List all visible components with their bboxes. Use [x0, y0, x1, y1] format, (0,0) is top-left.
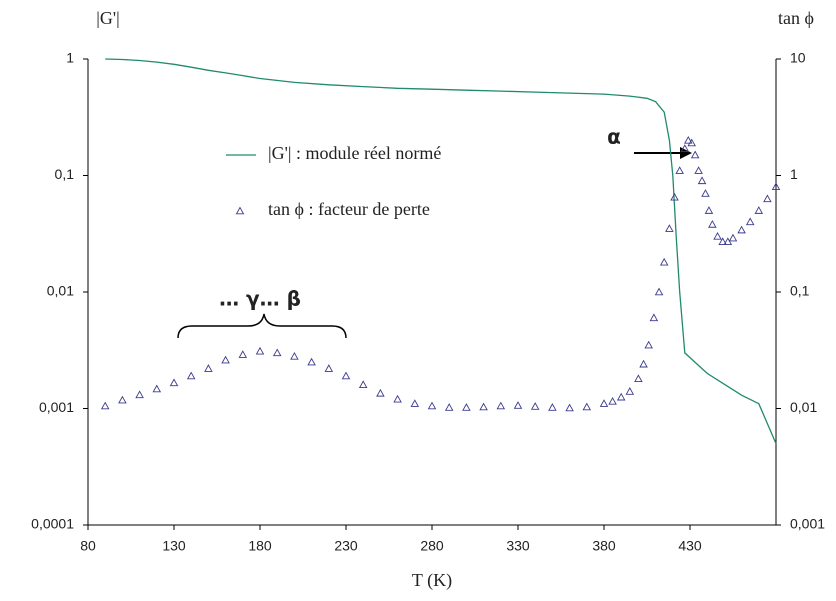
point: [690, 150, 700, 159]
x-tick-label: 180: [248, 538, 272, 554]
point: [625, 387, 635, 395]
y-tick-label: 0,001: [39, 399, 74, 415]
point: [723, 237, 733, 245]
point: [694, 166, 703, 174]
point: [341, 371, 351, 380]
y2-tick-label: 0,01: [790, 399, 817, 415]
point: [135, 390, 144, 399]
point: [530, 402, 540, 410]
point: [462, 403, 471, 411]
point: [728, 233, 738, 242]
point: [659, 257, 669, 266]
point: [290, 351, 299, 360]
annotation: … γ… β: [219, 287, 301, 311]
x-tick-label: 80: [80, 538, 96, 554]
point: [754, 206, 764, 214]
point: [393, 394, 402, 403]
point: [680, 144, 690, 152]
point: [565, 403, 574, 412]
y-tick-label: 0,01: [47, 283, 74, 299]
x-tick-label: 430: [678, 538, 702, 554]
point: [763, 194, 772, 203]
point: [169, 378, 179, 387]
y2-tick-label: 1: [790, 166, 798, 182]
point: [745, 217, 755, 226]
point: [599, 399, 609, 407]
y2-axis-title: tan ϕ: [778, 8, 814, 28]
y2-tick-label: 10: [790, 50, 806, 66]
point: [358, 380, 368, 388]
point: [771, 182, 781, 191]
x-axis-title: T (K): [412, 570, 452, 591]
point: [649, 313, 659, 322]
line: [105, 58, 777, 444]
legend-label: tan ϕ : facteur de perte: [268, 199, 430, 219]
x-tick-label: 330: [506, 538, 530, 554]
x-tick-label: 380: [592, 538, 616, 554]
point: [639, 359, 648, 368]
point: [665, 224, 674, 232]
x-tick-label: 130: [162, 538, 186, 554]
y2-tick-label: 0,001: [790, 516, 825, 532]
point: [644, 340, 653, 349]
brace: [177, 313, 347, 339]
point: [324, 364, 334, 372]
point: [616, 392, 626, 401]
point: [272, 348, 282, 357]
point: [684, 136, 693, 144]
point: [634, 374, 643, 383]
point: [654, 287, 664, 296]
legend-label: |G'| : module réel normé: [268, 143, 441, 163]
point: [704, 206, 714, 214]
point: [697, 176, 707, 185]
point: [675, 166, 684, 174]
point: [708, 220, 717, 228]
point: [444, 403, 454, 411]
legend-swatch: [235, 206, 245, 215]
point: [582, 402, 592, 411]
point: [479, 402, 488, 411]
point: [670, 192, 679, 201]
point: [238, 350, 248, 358]
point: [718, 237, 727, 245]
point: [186, 371, 196, 380]
arrow-head: [680, 147, 692, 159]
point: [513, 401, 523, 409]
y-tick-label: 0,0001: [31, 516, 74, 532]
point: [255, 346, 265, 355]
point: [608, 397, 617, 405]
point: [100, 401, 110, 410]
point: [713, 231, 722, 240]
point: [701, 189, 710, 197]
point: [307, 357, 316, 366]
point: [376, 388, 385, 397]
point: [410, 399, 420, 407]
point: [221, 355, 230, 364]
x-tick-label: 230: [334, 538, 358, 554]
point: [152, 384, 162, 393]
point: [118, 395, 127, 404]
annotation: α: [607, 125, 621, 149]
y-tick-label: 1: [66, 50, 74, 66]
point: [687, 138, 696, 147]
y2-tick-label: 0,1: [790, 283, 810, 299]
x-tick-label: 280: [420, 538, 444, 554]
point: [204, 364, 213, 372]
y-tick-label: 0,1: [55, 166, 75, 182]
point: [548, 403, 557, 411]
point: [496, 401, 506, 410]
point: [737, 225, 746, 234]
point: [427, 401, 437, 410]
y-axis-title: |G'|: [96, 8, 119, 28]
